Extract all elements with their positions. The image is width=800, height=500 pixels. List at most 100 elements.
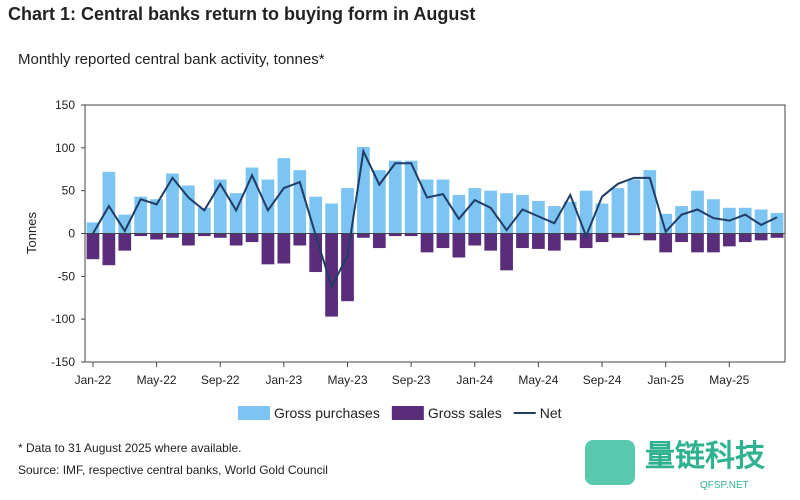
bar (86, 233, 100, 260)
bar (182, 233, 195, 246)
bar (325, 203, 338, 234)
bar (150, 233, 163, 240)
bar (468, 233, 482, 246)
x-tick-label: May-25 (709, 373, 749, 387)
bar (516, 233, 529, 249)
bar (627, 179, 641, 234)
bar (213, 179, 227, 234)
bar (404, 233, 418, 237)
bar (468, 188, 482, 234)
bar (722, 233, 736, 247)
chart-title: Chart 1: Central banks return to buying … (8, 4, 475, 24)
bar (357, 233, 370, 238)
y-tick-label: 150 (55, 98, 75, 112)
y-tick-label: 100 (55, 141, 75, 155)
bar (595, 233, 609, 243)
bar (229, 233, 243, 246)
bar (277, 158, 291, 234)
bar (563, 233, 577, 241)
y-tick-label: -100 (51, 312, 75, 326)
bar (707, 233, 720, 253)
bar (372, 170, 386, 234)
bar (309, 196, 323, 234)
x-tick-label: Jan-23 (266, 373, 303, 387)
bar (611, 233, 625, 238)
y-axis-label: Tonnes (24, 212, 39, 254)
bar (261, 179, 275, 234)
bar (436, 233, 450, 249)
bar (484, 190, 498, 234)
x-tick-label: Sep-24 (583, 373, 622, 387)
bar (707, 199, 720, 234)
bar (245, 233, 259, 243)
bar (579, 233, 593, 249)
bar (182, 185, 195, 234)
bar (579, 190, 593, 234)
x-tick-label: Sep-22 (201, 373, 240, 387)
x-tick-label: Sep-23 (392, 373, 431, 387)
bar (452, 194, 466, 234)
bar (166, 173, 179, 234)
legend-swatch (238, 406, 270, 420)
bar (277, 233, 291, 264)
bar (516, 194, 529, 234)
bar (293, 233, 307, 246)
bar (325, 233, 338, 317)
bar (388, 160, 402, 234)
watermark: 量链科技 (645, 439, 765, 473)
bar (595, 203, 609, 234)
legend-label: Gross sales (428, 405, 502, 421)
bar (150, 199, 163, 234)
bar (643, 233, 657, 241)
bar (134, 233, 148, 237)
bar (547, 233, 561, 251)
bar (261, 233, 275, 265)
bar (452, 233, 466, 258)
bar (754, 233, 768, 241)
y-tick-label: 0 (68, 227, 75, 241)
bar (627, 233, 641, 236)
bar (754, 209, 768, 234)
bar (197, 233, 211, 237)
bar (738, 207, 752, 234)
bar (691, 190, 704, 234)
net-line (92, 147, 778, 290)
bar (102, 171, 116, 234)
watermark-url: QFSP.NET (700, 480, 749, 491)
bar (388, 233, 402, 237)
bar (86, 222, 100, 234)
bar (563, 201, 577, 234)
bar (770, 233, 784, 238)
bar (611, 188, 625, 234)
bar (691, 233, 704, 253)
bar (341, 188, 354, 234)
legend-swatch (391, 406, 424, 420)
bar (404, 160, 418, 234)
bar (134, 196, 148, 234)
bar (293, 170, 307, 234)
footnote: * Data to 31 August 2025 where available… (18, 441, 242, 455)
y-tick-label: -150 (51, 355, 75, 369)
source: Source: IMF, respective central banks, W… (18, 463, 328, 477)
watermark-logo (585, 440, 635, 485)
bar (532, 233, 545, 249)
bar (436, 179, 450, 234)
bar (118, 214, 132, 234)
x-tick-label: May-22 (137, 373, 177, 387)
x-tick-label: Jan-25 (647, 373, 684, 387)
bar (547, 206, 561, 234)
bar (484, 233, 498, 251)
bar (166, 233, 179, 238)
bar (659, 233, 673, 253)
bar (500, 193, 513, 234)
bar (102, 233, 116, 266)
x-tick-label: May-24 (518, 373, 558, 387)
bar (341, 233, 354, 302)
bar (500, 233, 513, 271)
chart-subtitle: Monthly reported central bank activity, … (18, 51, 325, 68)
legend-label: Gross purchases (274, 405, 380, 421)
x-tick-label: Jan-24 (456, 373, 493, 387)
legend-label: Net (540, 405, 562, 421)
bar (197, 207, 211, 234)
y-tick-label: -50 (58, 269, 76, 283)
